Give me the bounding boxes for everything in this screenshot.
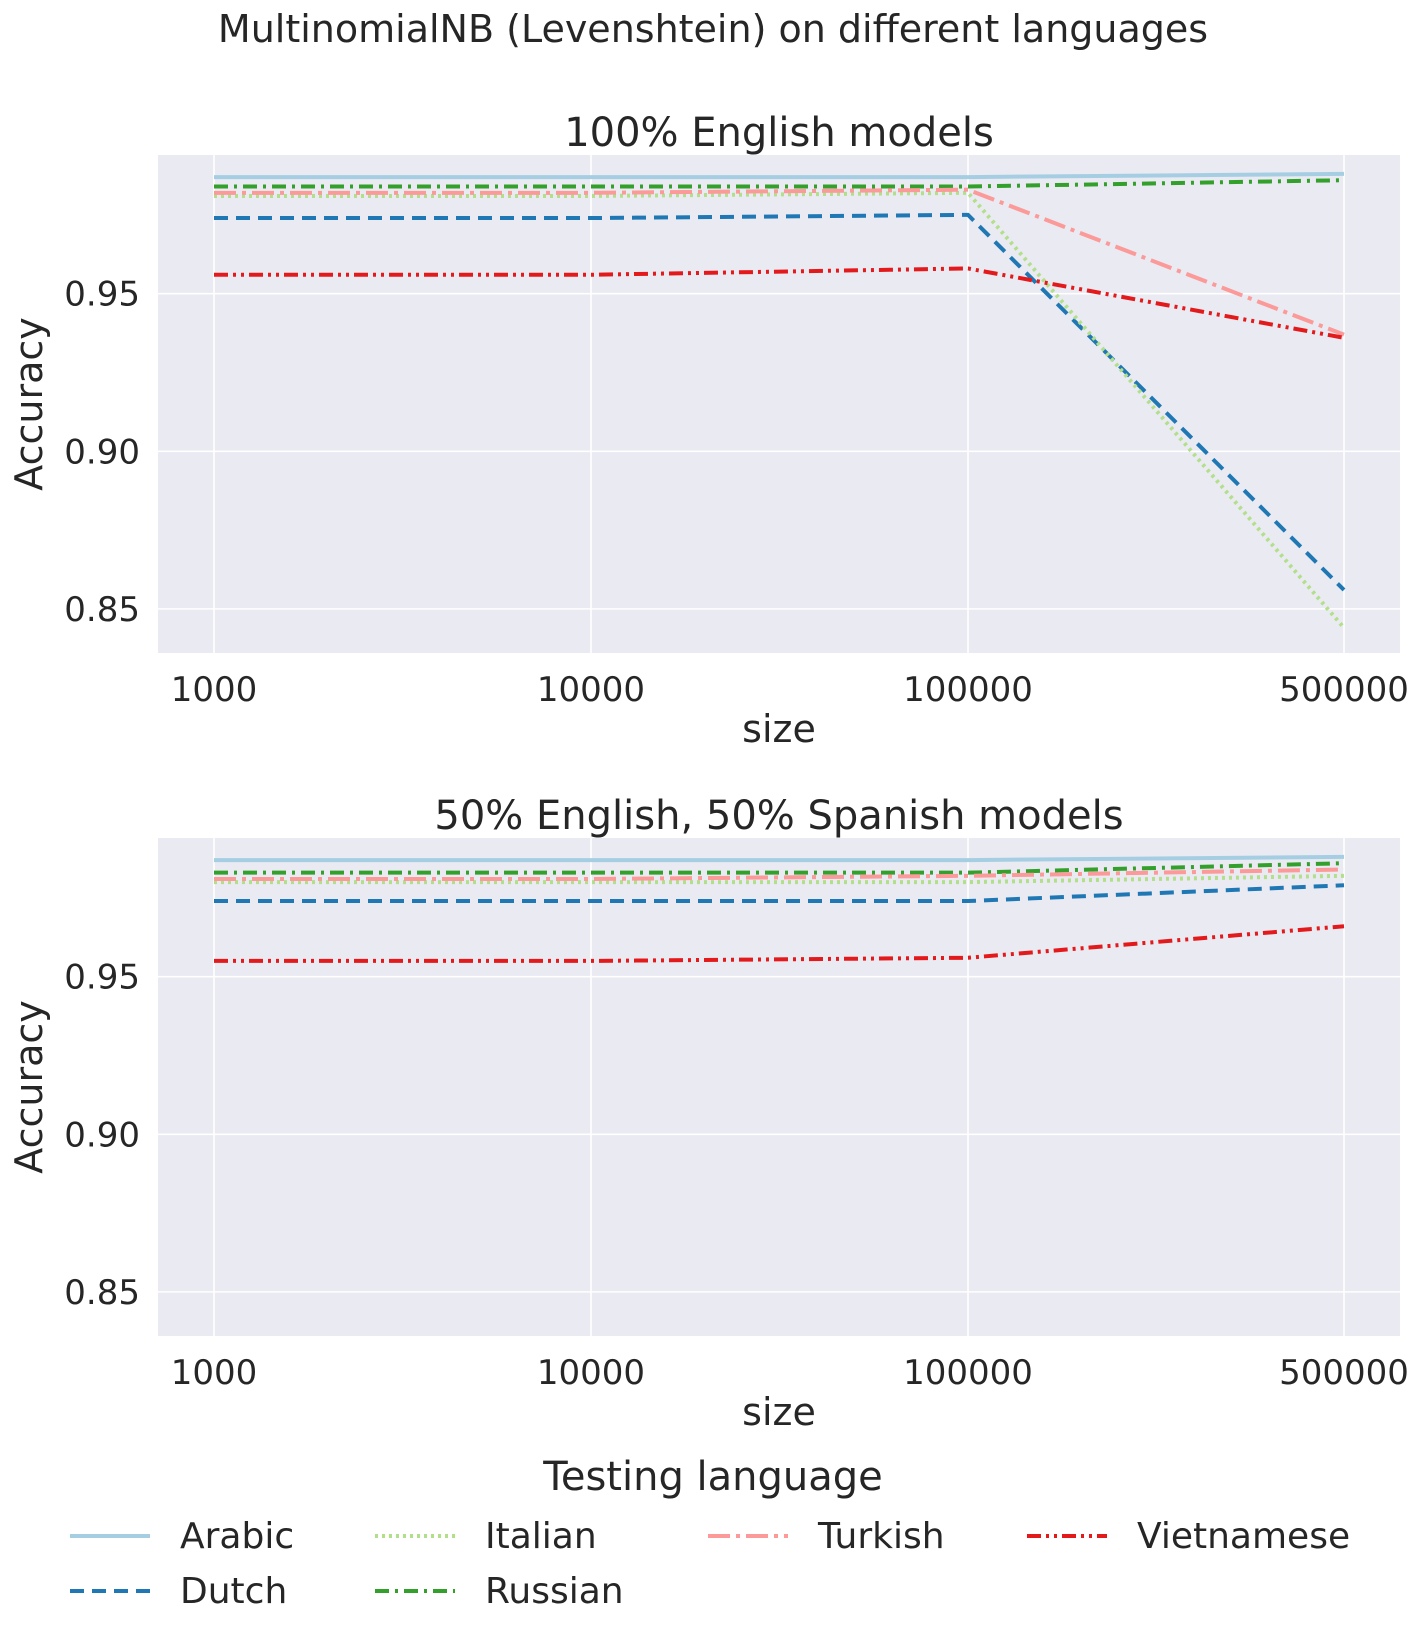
legend-label: Italian [485,1516,597,1557]
legend-title: Testing language [542,1454,883,1500]
series-line-dutch [214,883,1345,904]
y-tick-label: 0.90 [64,432,140,472]
y-tick-label: 0.95 [64,958,140,998]
legend-label: Russian [485,1571,624,1612]
x-tick-label: 100000 [903,670,1033,710]
x-tick-label: 100000 [903,1353,1033,1393]
legend-entries: Arabic Dutch Italian Russian Turkish Vietname… [70,1516,1350,1612]
x-axis-label: size [742,707,816,751]
legend-item-turkish: Turkish [708,1516,945,1557]
plot-area [158,838,1400,1336]
series-line-turkish [214,867,1345,881]
y-axis-label: Accuracy [7,1000,51,1174]
legend-item-arabic: Arabic [70,1516,294,1557]
series-line-dutch [214,212,1346,592]
series-line-vietnamese [214,924,1345,963]
x-tick-label: 1000 [171,1353,258,1393]
x-tick-label: 500000 [1279,670,1409,710]
plot-area [158,155,1400,653]
x-axis-label: size [742,1390,816,1434]
legend-label: Dutch [180,1571,287,1612]
legend-item-italian: Italian [375,1516,597,1557]
legend: Testing language Arabic Dutch Italian Russi… [70,1454,1350,1612]
x-tick-label: 500000 [1279,1353,1409,1393]
x-tick-label: 1000 [171,670,258,710]
y-tick-label: 0.95 [64,275,140,315]
chart-panel-2: 1000 10000 100000 500000 0.95 0.90 0.85 50% Eng… [7,793,1409,1434]
legend-item-dutch: Dutch [70,1571,287,1612]
legend-item-russian: Russian [375,1571,624,1612]
y-axis-label: Accuracy [7,317,51,491]
chart-title: 100% English models [564,110,994,156]
legend-item-vietnamese: Vietnamese [1027,1516,1350,1557]
chart-panel-1: 1000 10000 100000 500000 0.95 0.90 0.85 100% En… [7,110,1409,751]
figure-suptitle: MultinomialNB (Levenshtein) on different… [218,7,1208,51]
chart-panels: 1000 10000 100000 500000 0.95 0.90 0.85 100% En… [7,110,1409,1434]
y-tick-label: 0.90 [64,1115,140,1155]
legend-label: Vietnamese [1137,1516,1350,1557]
series-line-arabic [214,854,1345,863]
y-tick-label: 0.85 [64,590,140,630]
series-line-turkish [214,187,1345,337]
x-tick-label: 10000 [537,1353,645,1393]
series-line-vietnamese [214,266,1345,340]
y-tick-label: 0.85 [64,1273,140,1313]
chart-title: 50% English, 50% Spanish models [434,793,1123,839]
series-line-arabic [214,171,1345,180]
legend-label: Arabic [180,1516,294,1557]
legend-label: Turkish [817,1516,945,1557]
x-tick-label: 10000 [537,670,645,710]
